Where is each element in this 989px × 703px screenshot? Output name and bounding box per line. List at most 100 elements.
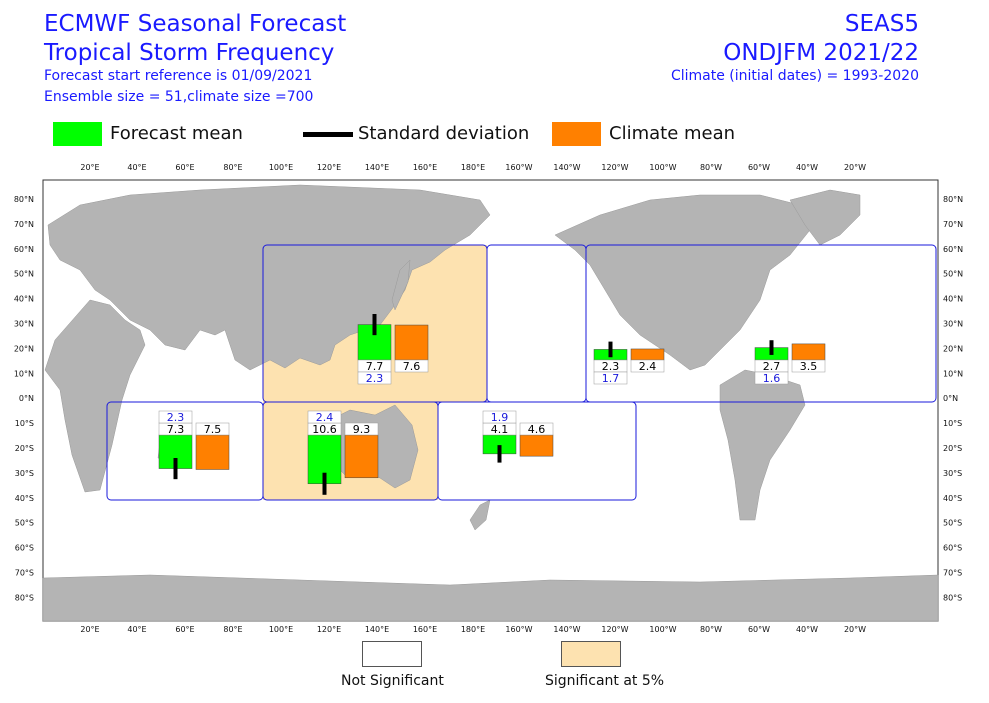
climate-bar <box>344 434 379 479</box>
lon-label-top: 80°E <box>223 163 242 172</box>
lat-label-left: 10°N <box>14 369 34 378</box>
lat-label-right: 30°S <box>943 469 962 478</box>
std-label-box <box>482 410 517 424</box>
lat-label-left: 20°N <box>14 344 34 353</box>
landmasses <box>42 184 939 622</box>
new-zealand <box>469 499 491 531</box>
lon-label-top: 120°E <box>317 163 341 172</box>
climate-label-box <box>519 422 554 436</box>
lon-label-bottom: 160°W <box>505 625 532 634</box>
africa <box>44 299 146 493</box>
japan <box>391 259 411 311</box>
lat-label-right: 70°N <box>943 220 963 229</box>
greenland <box>789 189 861 246</box>
climate-label-box <box>344 422 379 436</box>
forecast-value: 2.7 <box>763 360 781 373</box>
lat-label-right: 40°S <box>943 494 962 503</box>
lat-label-left: 30°N <box>14 320 34 329</box>
lon-label-bottom: 60°W <box>748 625 770 634</box>
lon-label-bottom: 160°E <box>413 625 437 634</box>
lon-label-bottom: 20°E <box>80 625 99 634</box>
north-america <box>554 194 811 371</box>
climate-mean-swatch <box>552 122 601 146</box>
ensemble-size: Ensemble size = 51,climate size =700 <box>44 89 314 105</box>
lat-label-left: 40°N <box>14 295 34 304</box>
lat-label-left: 30°S <box>15 469 34 478</box>
lon-label-top: 160°E <box>413 163 437 172</box>
lat-label-left: 50°S <box>15 519 34 528</box>
eurasia <box>47 184 491 371</box>
lon-label-top: 80°W <box>700 163 722 172</box>
lon-label-bottom: 40°W <box>796 625 818 634</box>
significant-swatch <box>561 641 621 667</box>
lat-label-left: 40°S <box>15 494 34 503</box>
climate-value: 3.5 <box>800 360 818 373</box>
lon-label-bottom: 180°E <box>461 625 485 634</box>
std-value: 1.7 <box>602 372 620 385</box>
climate-value: 4.6 <box>528 423 546 436</box>
lon-label-bottom: 140°W <box>553 625 580 634</box>
lon-label-bottom: 120°E <box>317 625 341 634</box>
std-value: 2.3 <box>366 372 384 385</box>
climate-label-box <box>791 359 826 373</box>
not-significant-label: Not Significant <box>341 673 444 689</box>
lon-label-bottom: 100°E <box>269 625 293 634</box>
region-outline-sp <box>437 401 637 501</box>
lat-label-left: 10°S <box>15 419 34 428</box>
not-significant-swatch <box>362 641 422 667</box>
std-label-box <box>357 371 392 385</box>
title-line-1: ECMWF Seasonal Forecast <box>44 11 347 37</box>
lon-label-bottom: 120°W <box>601 625 628 634</box>
std-label-box <box>593 371 628 385</box>
lat-label-right: 80°N <box>943 195 963 204</box>
lon-label-top: 20°E <box>80 163 99 172</box>
lon-label-bottom: 40°E <box>127 625 146 634</box>
climate-label-box <box>195 422 230 436</box>
lat-label-right: 10°N <box>943 369 963 378</box>
lat-label-right: 20°S <box>943 444 962 453</box>
lon-label-bottom: 20°W <box>844 625 866 634</box>
lat-label-left: 60°N <box>14 245 34 254</box>
climate-value: 7.5 <box>204 423 222 436</box>
std-label-box <box>307 410 342 424</box>
forecast-value: 4.1 <box>491 423 509 436</box>
std-value: 2.4 <box>316 411 334 424</box>
lon-label-bottom: 80°W <box>700 625 722 634</box>
climate-value: 2.4 <box>639 360 657 373</box>
climate-bar <box>630 348 665 361</box>
std-value: 2.3 <box>167 411 185 424</box>
lon-label-top: 100°E <box>269 163 293 172</box>
climate-period: Climate (initial dates) = 1993-2020 <box>670 68 919 84</box>
lon-label-top: 160°W <box>505 163 532 172</box>
lon-label-top: 140°E <box>365 163 389 172</box>
climate-label-box <box>394 359 429 373</box>
climate-bar <box>394 324 429 361</box>
lat-label-right: 30°N <box>943 320 963 329</box>
std-dev-swatch <box>303 132 353 137</box>
lat-label-right: 50°N <box>943 270 963 279</box>
lon-label-top: 40°E <box>127 163 146 172</box>
region-outline-atl <box>585 244 937 403</box>
forecast-value: 10.6 <box>312 423 337 436</box>
lat-label-right: 0°N <box>943 394 958 403</box>
lat-label-left: 70°N <box>14 220 34 229</box>
lat-label-right: 60°N <box>943 245 963 254</box>
forecast-mean-label: Forecast mean <box>110 123 243 144</box>
climate-value: 9.3 <box>353 423 371 436</box>
lat-label-right: 10°S <box>943 419 962 428</box>
region-outlines <box>106 244 937 501</box>
forecast-start-reference: Forecast start reference is 01/09/2021 <box>44 68 313 84</box>
lat-label-left: 70°S <box>15 569 34 578</box>
lon-label-bottom: 100°W <box>649 625 676 634</box>
lat-label-left: 20°S <box>15 444 34 453</box>
lat-label-left: 0°N <box>19 394 34 403</box>
climate-bar <box>791 343 826 361</box>
lon-label-top: 20°W <box>844 163 866 172</box>
forecast-period: ONDJFM 2021/22 <box>723 40 919 66</box>
lon-label-bottom: 80°E <box>223 625 242 634</box>
lat-label-left: 50°N <box>14 270 34 279</box>
forecast-mean-swatch <box>53 122 102 146</box>
climate-mean-label: Climate mean <box>609 123 736 144</box>
lon-label-top: 40°W <box>796 163 818 172</box>
